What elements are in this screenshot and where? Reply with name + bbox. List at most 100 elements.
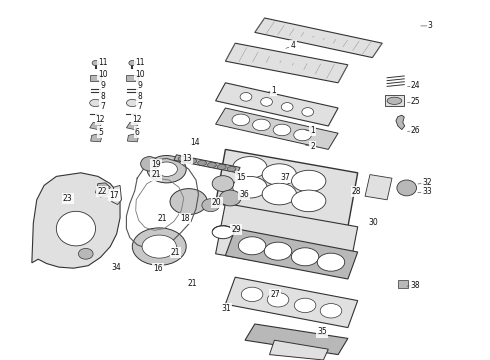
Text: 16: 16 [153, 264, 163, 274]
Text: 12: 12 [96, 115, 105, 124]
Text: 11: 11 [98, 58, 108, 67]
Ellipse shape [142, 235, 176, 258]
Polygon shape [96, 183, 110, 197]
Text: 21: 21 [158, 214, 168, 223]
Ellipse shape [170, 189, 207, 215]
Polygon shape [126, 122, 138, 130]
Ellipse shape [227, 166, 236, 172]
Ellipse shape [320, 303, 342, 318]
Polygon shape [174, 155, 240, 173]
Ellipse shape [156, 162, 177, 176]
Ellipse shape [264, 242, 292, 260]
Polygon shape [112, 185, 122, 204]
Polygon shape [270, 340, 328, 360]
Text: 17: 17 [109, 191, 119, 199]
Text: 14: 14 [190, 138, 200, 147]
Ellipse shape [132, 228, 186, 265]
Text: 30: 30 [368, 218, 378, 227]
Text: 1: 1 [310, 126, 315, 135]
Text: 15: 15 [236, 173, 246, 181]
Polygon shape [255, 18, 382, 58]
Text: 7: 7 [100, 102, 105, 112]
Ellipse shape [197, 161, 206, 166]
Ellipse shape [302, 108, 314, 116]
Ellipse shape [281, 103, 293, 111]
Polygon shape [225, 43, 348, 83]
Polygon shape [216, 149, 358, 227]
Text: 10: 10 [98, 70, 108, 79]
Bar [90, 75, 101, 81]
Ellipse shape [292, 248, 319, 266]
Ellipse shape [78, 248, 93, 259]
Text: 21: 21 [151, 171, 161, 180]
Bar [385, 95, 404, 106]
Ellipse shape [262, 164, 296, 185]
Ellipse shape [240, 93, 252, 101]
Text: 38: 38 [410, 281, 420, 289]
Text: 3: 3 [428, 21, 433, 30]
Ellipse shape [129, 60, 136, 66]
Ellipse shape [92, 60, 99, 66]
Ellipse shape [126, 99, 138, 107]
Bar [126, 75, 138, 81]
Ellipse shape [178, 156, 187, 162]
Polygon shape [396, 115, 405, 130]
Text: 35: 35 [317, 328, 327, 336]
Text: 9: 9 [137, 81, 142, 90]
Text: 34: 34 [111, 263, 121, 271]
Text: 27: 27 [270, 290, 280, 299]
Polygon shape [216, 108, 338, 149]
Ellipse shape [202, 199, 220, 212]
Polygon shape [216, 203, 358, 277]
Ellipse shape [387, 97, 402, 104]
Ellipse shape [218, 165, 226, 170]
Text: 8: 8 [100, 91, 105, 100]
Polygon shape [32, 173, 120, 268]
Ellipse shape [318, 253, 345, 271]
Ellipse shape [188, 158, 196, 163]
Text: 20: 20 [212, 198, 221, 207]
Ellipse shape [212, 176, 234, 192]
Text: 12: 12 [132, 115, 142, 124]
Ellipse shape [294, 298, 316, 312]
Ellipse shape [241, 287, 263, 302]
Polygon shape [216, 83, 338, 126]
Ellipse shape [262, 183, 296, 205]
Text: 31: 31 [221, 304, 231, 313]
Text: 24: 24 [411, 81, 420, 90]
Ellipse shape [292, 170, 326, 192]
Text: 22: 22 [97, 187, 107, 196]
Ellipse shape [273, 124, 291, 136]
Polygon shape [91, 134, 101, 142]
Text: 36: 36 [239, 190, 249, 199]
Polygon shape [225, 229, 358, 279]
Text: 11: 11 [135, 58, 145, 67]
Ellipse shape [207, 162, 216, 167]
Ellipse shape [220, 190, 241, 206]
Ellipse shape [233, 176, 267, 198]
Text: 4: 4 [291, 41, 295, 50]
Ellipse shape [397, 180, 416, 196]
Ellipse shape [141, 157, 158, 171]
Polygon shape [225, 277, 358, 328]
Bar [398, 280, 408, 288]
Text: 5: 5 [98, 128, 103, 136]
Text: 2: 2 [310, 142, 315, 151]
Ellipse shape [233, 157, 267, 178]
Polygon shape [365, 175, 392, 200]
Text: 6: 6 [135, 128, 140, 136]
Text: 21: 21 [187, 279, 197, 288]
Ellipse shape [238, 237, 266, 255]
Text: 37: 37 [280, 173, 290, 181]
Polygon shape [245, 324, 348, 355]
Polygon shape [90, 122, 101, 130]
Text: 10: 10 [135, 70, 145, 79]
Text: 13: 13 [182, 154, 192, 163]
Ellipse shape [261, 98, 272, 106]
Text: 19: 19 [151, 160, 161, 169]
Ellipse shape [212, 226, 234, 239]
Text: 8: 8 [137, 91, 142, 100]
Ellipse shape [267, 293, 289, 307]
Text: 25: 25 [411, 97, 420, 106]
Ellipse shape [294, 129, 312, 141]
